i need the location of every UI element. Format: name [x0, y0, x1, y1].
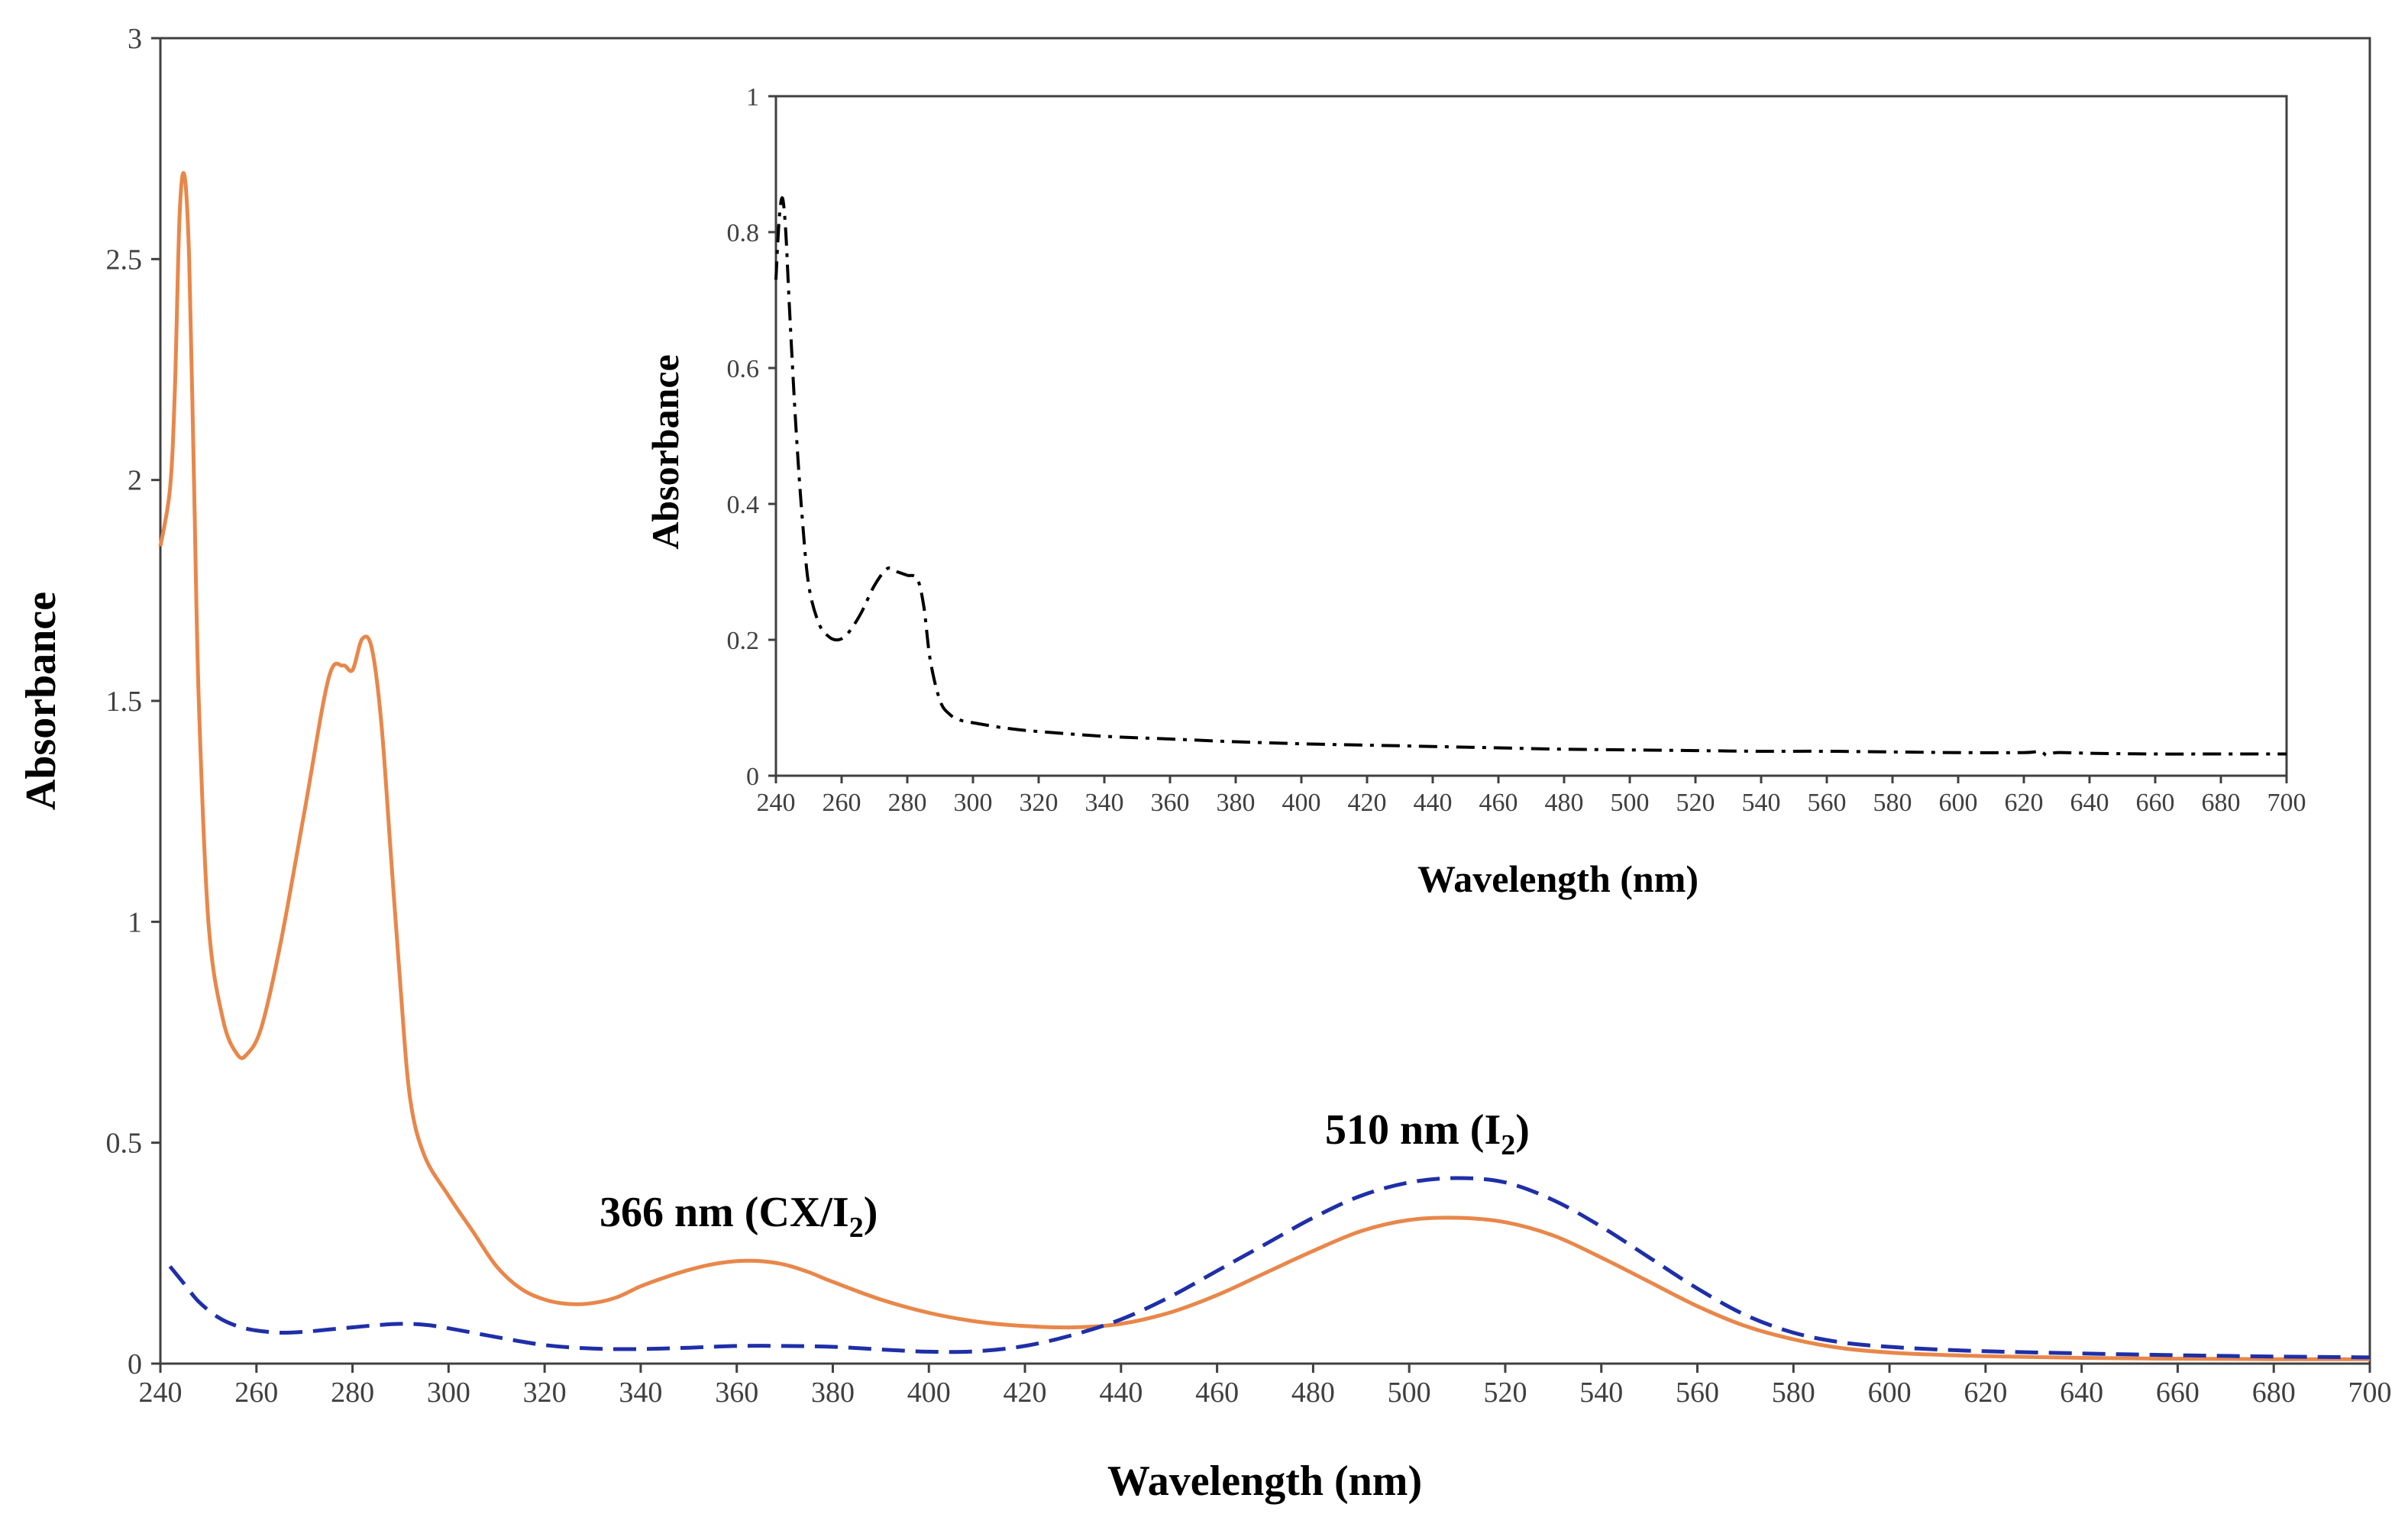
main-x-tick-label: 620 [1964, 1377, 2007, 1409]
main-y-tick-label: 1 [128, 906, 142, 938]
main-x-tick-label: 560 [1676, 1377, 1719, 1409]
inset-x-tick-label: 500 [1611, 789, 1650, 817]
main-x-tick-label: 360 [715, 1377, 758, 1409]
main-x-tick-label: 260 [234, 1377, 278, 1409]
inset-series-cx [774, 196, 2287, 757]
inset-x-tick-label: 260 [823, 789, 861, 817]
inset-x-tick-label: 420 [1348, 789, 1387, 817]
main-x-tick-label: 540 [1579, 1377, 1623, 1409]
main-x-tick-label: 580 [1772, 1377, 1815, 1409]
inset-x-tick-label: 280 [888, 789, 927, 817]
main-x-axis: 240 260 280 300 320 340 360 380 400 420 440 460 480 5… [139, 1364, 2392, 1409]
main-x-tick-label: 480 [1291, 1377, 1335, 1409]
inset-x-tick-label: 440 [1414, 789, 1453, 817]
inset-y-tick-label: 1 [746, 83, 759, 111]
annotation-510nm-sub: 2 [1501, 1129, 1515, 1161]
inset-x-tick-label: 540 [1742, 789, 1781, 817]
main-x-tick-label: 660 [2156, 1377, 2200, 1409]
inset-x-tick-label: 700 [2267, 789, 2306, 817]
inset-y-tick-label: 0.2 [727, 627, 760, 655]
main-x-tick-label: 640 [2060, 1377, 2103, 1409]
inset-x-tick-label: 360 [1151, 789, 1190, 817]
main-y-tick-label: 2 [128, 465, 142, 497]
inset-x-tick-label: 640 [2070, 789, 2109, 817]
inset-x-tick-label: 480 [1545, 789, 1584, 817]
main-x-tick-label: 680 [2252, 1377, 2296, 1409]
inset-x-axis: 240 260 280 300 320 340 360 380 400 420 440 460 480 5… [757, 776, 2306, 817]
main-x-tick-label: 300 [427, 1377, 470, 1409]
main-chart: 0 0.5 1 1.5 2 2.5 3 240 260 280 300 320 340 360 380 40… [18, 23, 2392, 1505]
inset-x-tick-label: 560 [1808, 789, 1847, 817]
inset-y-tick-label: 0.4 [727, 491, 760, 519]
main-x-tick-label: 500 [1388, 1377, 1431, 1409]
inset-x-tick-label: 240 [757, 789, 796, 817]
main-y-tick-label: 2.5 [106, 244, 143, 276]
inset-y-tick-label: 0.6 [727, 355, 760, 383]
inset-chart: 0 0.2 0.4 0.6 0.8 1 240 260 280 300 320 340 360 380 4… [644, 83, 2306, 900]
main-y-axis: 0 0.5 1 1.5 2 2.5 3 [106, 23, 160, 1380]
main-y-tick-label: 1.5 [106, 686, 143, 718]
annotation-510nm-main: 510 nm (I [1325, 1106, 1501, 1154]
main-y-axis-title: Absorbance [18, 592, 65, 810]
main-x-tick-label: 340 [619, 1377, 662, 1409]
inset-x-tick-label: 300 [954, 789, 993, 817]
inset-x-tick-label: 380 [1217, 789, 1256, 817]
main-x-axis-title: Wavelength (nm) [1107, 1458, 1422, 1505]
annotation-510nm: 510 nm (I2) [1325, 1106, 1530, 1161]
inset-y-tick-label: 0 [746, 763, 759, 791]
main-y-tick-label: 3 [128, 23, 142, 55]
main-y-tick-label: 0.5 [106, 1128, 143, 1160]
inset-background [776, 96, 2287, 776]
main-x-tick-label: 460 [1195, 1377, 1239, 1409]
annotation-366nm-sub: 2 [849, 1212, 864, 1244]
inset-x-tick-label: 400 [1282, 789, 1321, 817]
inset-x-tick-label: 680 [2202, 789, 2241, 817]
inset-y-axis-title: Absorbance [644, 354, 687, 550]
main-x-tick-label: 280 [331, 1377, 374, 1409]
main-x-tick-label: 420 [1004, 1377, 1047, 1409]
inset-plot-frame [774, 95, 2288, 777]
inset-x-tick-label: 320 [1020, 789, 1059, 817]
inset-x-tick-label: 340 [1085, 789, 1124, 817]
inset-series-group [774, 196, 2287, 757]
inset-x-tick-label: 620 [2005, 789, 2044, 817]
inset-y-tick-label: 0.8 [727, 219, 760, 247]
main-y-tick-label: 0 [128, 1348, 142, 1380]
main-series-group [158, 171, 2371, 1361]
inset-x-tick-label: 520 [1676, 789, 1715, 817]
main-x-tick-label: 320 [523, 1377, 567, 1409]
annotation-366nm-main: 366 nm (CX/I [600, 1189, 849, 1236]
main-x-tick-label: 240 [139, 1377, 183, 1409]
main-x-tick-label: 600 [1868, 1377, 1912, 1409]
main-x-tick-label: 400 [907, 1377, 951, 1409]
main-x-tick-label: 520 [1483, 1377, 1527, 1409]
inset-x-tick-label: 460 [1479, 789, 1518, 817]
annotation-366nm-suffix: ) [864, 1189, 878, 1236]
annotation-510nm-suffix: ) [1515, 1106, 1530, 1154]
inset-x-tick-label: 660 [2136, 789, 2175, 817]
inset-x-tick-label: 580 [1873, 789, 1912, 817]
main-x-tick-label: 380 [811, 1377, 855, 1409]
inset-y-axis: 0 0.2 0.4 0.6 0.8 1 [727, 83, 776, 791]
inset-x-tick-label: 600 [1939, 789, 1978, 817]
main-series-cx-i2 [158, 171, 2371, 1361]
inset-x-axis-title: Wavelength (nm) [1417, 857, 1699, 900]
main-x-tick-label: 440 [1099, 1377, 1143, 1409]
annotation-366nm: 366 nm (CX/I2) [600, 1189, 878, 1244]
main-x-tick-label: 700 [2348, 1377, 2392, 1409]
